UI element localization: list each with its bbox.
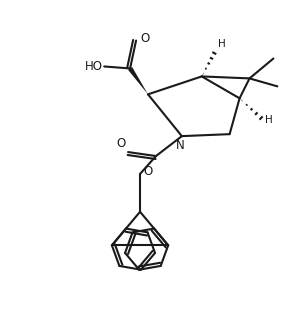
- Text: O: O: [143, 165, 152, 179]
- Polygon shape: [128, 67, 148, 94]
- Text: O: O: [140, 32, 149, 45]
- Text: N: N: [176, 139, 184, 152]
- Text: HO: HO: [85, 60, 103, 73]
- Text: H: H: [218, 39, 225, 49]
- Text: O: O: [117, 137, 126, 150]
- Text: H: H: [266, 115, 273, 125]
